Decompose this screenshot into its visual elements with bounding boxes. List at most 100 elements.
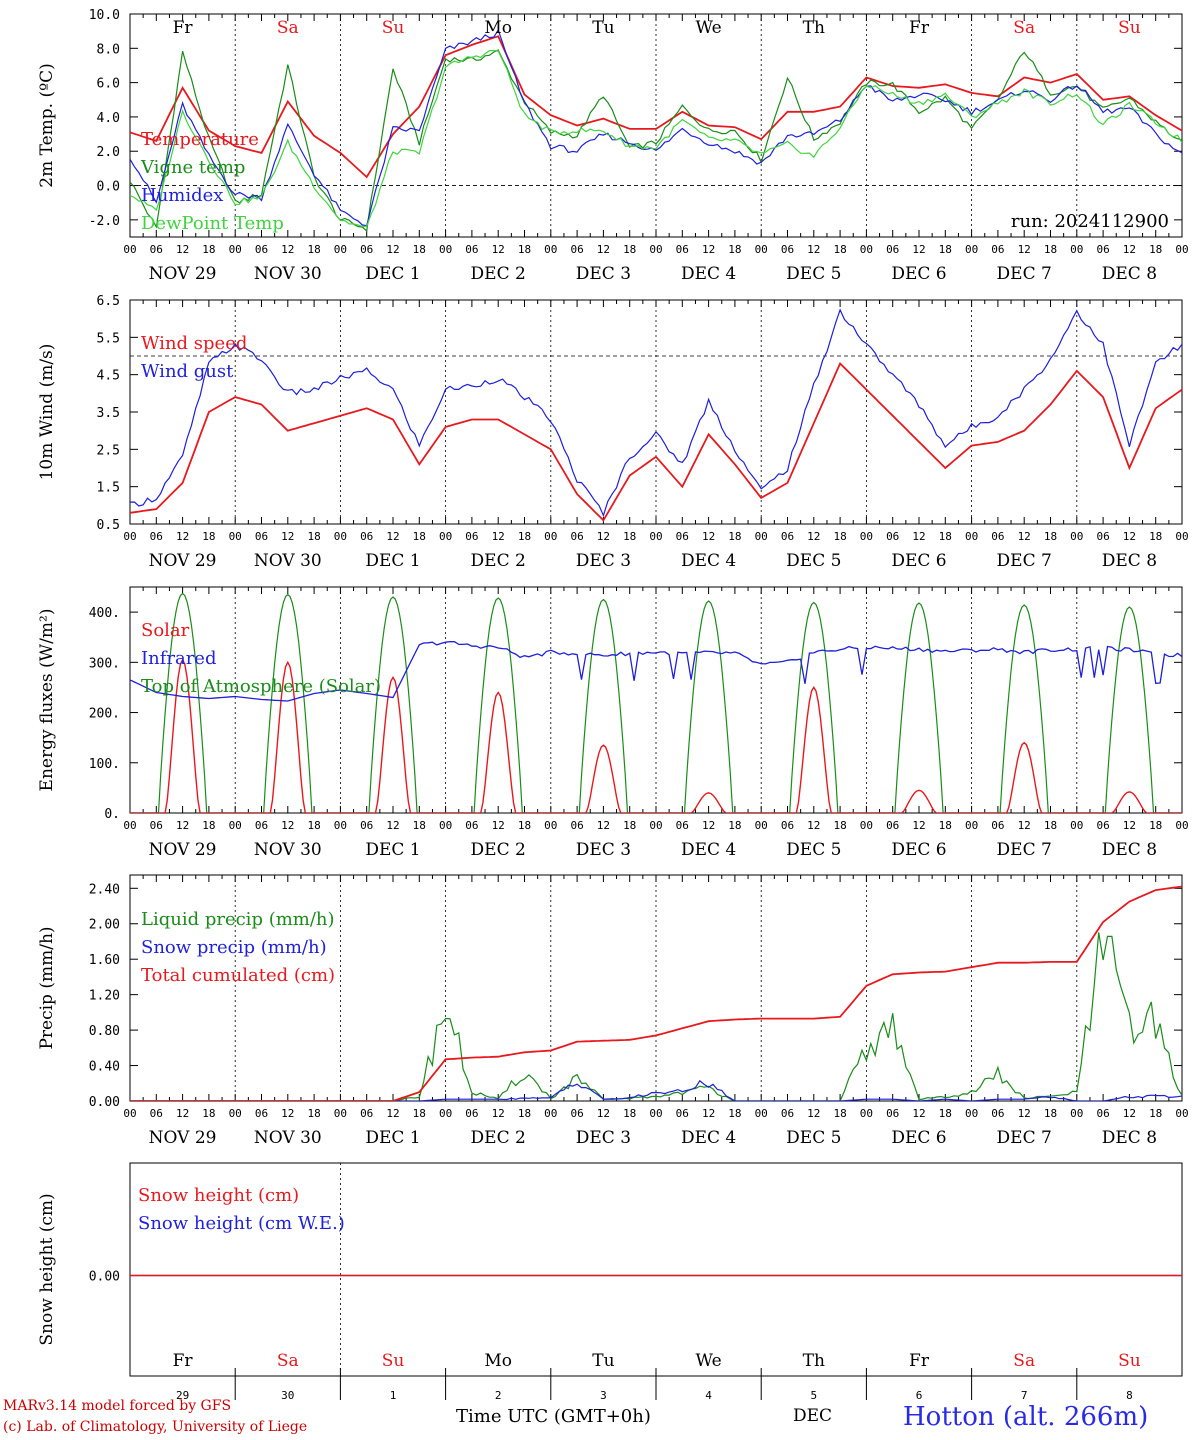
y-tick-label: 2.00 [89, 918, 120, 933]
weekday-label: Sa [277, 1351, 299, 1371]
hour-label: 00 [544, 243, 557, 256]
y-tick-label: 6.5 [97, 294, 120, 309]
y-tick-label: 10.0 [89, 8, 120, 23]
x-axis-title: Time UTC (GMT+0h) [456, 1406, 651, 1427]
date-label: DEC 1 [365, 264, 420, 284]
hour-label: 12 [702, 1107, 715, 1120]
hour-label: 06 [150, 819, 163, 832]
day-number: 5 [810, 1389, 817, 1402]
hour-label: 06 [676, 530, 689, 543]
y-tick-label: 3.5 [97, 406, 120, 421]
weekday-label: Mo [484, 18, 512, 38]
hour-label: 18 [307, 243, 320, 256]
hour-label: 18 [413, 819, 426, 832]
hour-label: 12 [386, 530, 399, 543]
hour-label: 00 [755, 243, 768, 256]
hour-label: 06 [255, 530, 268, 543]
y-tick-label: 4.0 [97, 111, 120, 126]
hour-label: 12 [176, 243, 189, 256]
hour-label: 06 [781, 1107, 794, 1120]
date-label: NOV 30 [254, 1128, 322, 1148]
hour-label: 18 [623, 819, 636, 832]
date-label: NOV 30 [254, 840, 322, 860]
date-label: DEC 7 [997, 1128, 1052, 1148]
legend-entry: Wind gust [141, 361, 234, 382]
hour-label: 00 [439, 243, 452, 256]
wind-y-axis-label: 10m Wind (m/s) [37, 344, 57, 481]
weekday-label: Mo [484, 1351, 512, 1371]
weekday-label: Sa [1013, 18, 1035, 38]
hour-label: 18 [202, 243, 215, 256]
date-label: DEC 5 [786, 1128, 841, 1148]
hour-label: 18 [518, 819, 531, 832]
hour-label: 06 [465, 819, 478, 832]
hour-label: 12 [386, 243, 399, 256]
hour-label: 06 [886, 819, 899, 832]
hour-label: 12 [386, 819, 399, 832]
hour-label: 00 [649, 1107, 662, 1120]
date-label: NOV 30 [254, 264, 322, 284]
energy-frame [129, 586, 1183, 814]
hour-label: 00 [649, 819, 662, 832]
hour-label: 18 [202, 530, 215, 543]
hour-label: 12 [281, 243, 294, 256]
hour-label: 06 [570, 1107, 583, 1120]
hour-label: 18 [1149, 243, 1162, 256]
date-label: NOV 29 [149, 1128, 217, 1148]
hour-label: 12 [281, 530, 294, 543]
hour-label: 18 [728, 243, 741, 256]
hour-label: 00 [860, 243, 873, 256]
hour-label: 12 [281, 1107, 294, 1120]
hour-label: 06 [1096, 530, 1109, 543]
hour-label: 06 [150, 243, 163, 256]
hour-label: 06 [991, 1107, 1004, 1120]
hour-label: 06 [676, 1107, 689, 1120]
date-label: DEC 3 [576, 264, 631, 284]
date-label: DEC 8 [1102, 264, 1157, 284]
y-tick-label: 0.40 [89, 1060, 120, 1075]
hour-label: 12 [597, 243, 610, 256]
hour-label: 00 [755, 530, 768, 543]
hour-label: 00 [1175, 1107, 1188, 1120]
date-label: DEC 5 [786, 551, 841, 571]
hour-label: 06 [360, 819, 373, 832]
hour-label: 06 [781, 530, 794, 543]
hour-label: 00 [965, 819, 978, 832]
day-number: 8 [1126, 1389, 1133, 1402]
hour-label: 18 [307, 530, 320, 543]
hour-label: 00 [544, 1107, 557, 1120]
hour-label: 00 [439, 819, 452, 832]
hour-label: 00 [1070, 530, 1083, 543]
y-tick-label: 0.00 [89, 1270, 120, 1285]
hour-label: 18 [833, 819, 846, 832]
day-number: 2 [495, 1389, 502, 1402]
energy-y-axis-label: Energy fluxes (W/m²) [37, 609, 57, 792]
y-tick-label: 5.5 [97, 331, 120, 346]
energy-panel: 0. 100. 200. 300. 400. Energy fluxes (W/m²) 00… [37, 586, 1189, 860]
hour-label: 00 [544, 530, 557, 543]
y-tick-label: 0.80 [89, 1024, 120, 1039]
weekday-label: Su [382, 18, 405, 38]
hour-label: 06 [886, 530, 899, 543]
day-number: 29 [176, 1389, 189, 1402]
date-label: DEC 4 [681, 840, 736, 860]
hour-label: 18 [728, 819, 741, 832]
y-tick-label: -2.0 [89, 214, 120, 229]
date-label: DEC 6 [891, 1128, 946, 1148]
hour-label: 06 [465, 1107, 478, 1120]
weekday-label: Sa [1013, 1351, 1035, 1371]
hour-label: 06 [886, 1107, 899, 1120]
hour-label: 00 [229, 243, 242, 256]
hour-label: 06 [991, 530, 1004, 543]
hour-label: 00 [229, 530, 242, 543]
hour-label: 12 [492, 243, 505, 256]
temperature-panel: -2.0 0.0 2.0 4.0 6.0 8.0 10.0 2m Temp. (ºC) 00 06… [37, 8, 1189, 284]
hour-label: 12 [492, 819, 505, 832]
hour-label: 12 [702, 530, 715, 543]
y-tick-label: 1.20 [89, 989, 120, 1004]
day-number: 3 [600, 1389, 607, 1402]
hour-label: 18 [833, 243, 846, 256]
date-label: DEC 4 [681, 551, 736, 571]
date-label: DEC 6 [891, 264, 946, 284]
hour-label: 18 [939, 243, 952, 256]
